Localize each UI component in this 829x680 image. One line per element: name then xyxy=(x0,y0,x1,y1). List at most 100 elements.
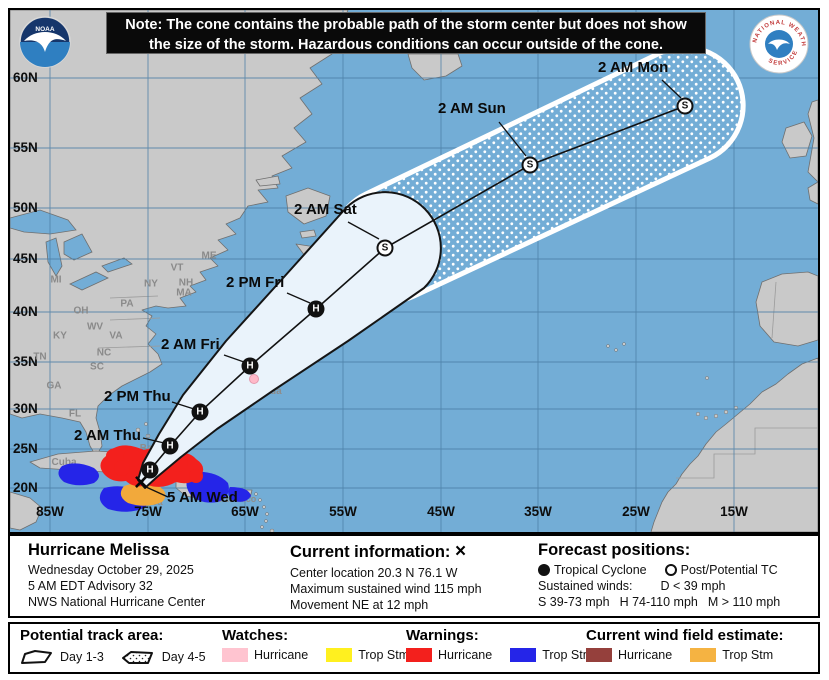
lat-label: 45N xyxy=(13,251,38,266)
hurricane-warning-swatch xyxy=(406,648,432,662)
lat-label: 25N xyxy=(13,441,38,456)
ts-wind-swatch xyxy=(690,648,717,662)
pei xyxy=(299,229,317,239)
great-lakes xyxy=(10,209,133,291)
hurricane-watch-swatch xyxy=(222,648,248,662)
center-location: Center location 20.3 N 76.1 W xyxy=(290,566,458,580)
brittany xyxy=(807,181,818,205)
iberia xyxy=(755,271,818,347)
britain xyxy=(807,99,818,183)
forecast-marker-hurricane: H xyxy=(161,437,179,455)
hurricane-watch-label: Hurricane xyxy=(254,648,309,662)
north-america xyxy=(10,10,349,457)
lat-label: 20N xyxy=(13,480,38,495)
nws-logo: NATIONAL WEATHER SERVICE xyxy=(749,14,809,74)
africa xyxy=(650,357,818,532)
max-sustained-wind: Maximum sustained wind 115 mph xyxy=(290,582,482,596)
watches-title: Watches: xyxy=(222,627,289,644)
ts-wind-field xyxy=(120,483,166,506)
current-information: Current information: × Center location 2… xyxy=(290,541,482,613)
note-line-2: the size of the storm. Hazardous conditi… xyxy=(148,37,663,53)
ts-watch-label: Trop Stm xyxy=(358,648,410,662)
forecast-marker-hurricane: H xyxy=(307,300,325,318)
warnings-legend: Warnings: Hurricane Trop Stm xyxy=(406,627,593,662)
state-label: VA xyxy=(109,330,123,342)
lat-label: 60N xyxy=(13,70,38,85)
lat-label: 35N xyxy=(13,354,38,369)
forecast-positions-title: Forecast positions: xyxy=(538,541,691,559)
watches-legend: Watches: Hurricane Trop Stm xyxy=(222,627,409,662)
storm-info-panel: Hurricane Melissa Wednesday October 29, … xyxy=(8,534,820,618)
forecast-marker-hurricane: H xyxy=(241,357,259,375)
forecast-marker-storm: S xyxy=(676,97,694,115)
state-label: OH xyxy=(73,305,89,317)
current-x-glyph: × xyxy=(455,541,467,562)
lon-label: 85W xyxy=(36,504,64,519)
lon-label: 25W xyxy=(622,504,650,519)
noaa-logo: NOAA xyxy=(19,16,71,68)
forecast-marker-storm: S xyxy=(376,239,394,257)
post-potential-tc-dot-icon xyxy=(664,564,677,576)
state-label: GA xyxy=(46,380,62,392)
track-label-5am-wed: 5 AM Wed xyxy=(167,489,238,506)
greenland xyxy=(407,53,463,81)
sustained-winds-line: Sustained winds: D < 39 mph xyxy=(538,579,726,593)
ireland xyxy=(781,121,813,159)
day45-label: Day 4-5 xyxy=(161,650,206,664)
track-label-2pm-thu: 2 PM Thu xyxy=(104,388,171,405)
wind-field-legend: Current wind field estimate: Hurricane T… xyxy=(586,627,784,662)
note-box: Note: The cone contains the probable pat… xyxy=(106,12,706,54)
state-label: NH xyxy=(178,277,194,289)
note-line-1: Note: The cone contains the probable pat… xyxy=(125,17,687,33)
lon-label: 65W xyxy=(231,504,259,519)
cone-day1-3-icon xyxy=(21,650,52,664)
newfoundland xyxy=(285,187,331,225)
forecast-marker-hurricane: H xyxy=(141,461,159,479)
state-label: ME xyxy=(201,250,217,262)
political-borders xyxy=(97,281,818,479)
lon-label: 75W xyxy=(134,504,162,519)
state-label: PA xyxy=(120,298,134,310)
lat-label: 30N xyxy=(13,401,38,416)
lat-label: 40N xyxy=(13,304,38,319)
lon-label: 35W xyxy=(524,504,552,519)
ts-warning-swatch xyxy=(510,648,537,662)
label-cuba: Cuba xyxy=(52,457,77,468)
forecast-positions: Forecast positions: Tropical Cyclone Post… xyxy=(538,541,780,610)
lon-label: 55W xyxy=(329,504,357,519)
lat-label: 50N xyxy=(13,200,38,215)
storm-advisory: 5 AM EDT Advisory 32 xyxy=(28,579,153,593)
track-label-2am-fri: 2 AM Fri xyxy=(161,336,220,353)
current-info-title: Current information: × xyxy=(290,541,467,562)
track-label-2am-thu: 2 AM Thu xyxy=(74,427,141,444)
wind-ranges-line: S 39-73 mph H 74-110 mph M > 110 mph xyxy=(538,595,781,609)
label-leaders xyxy=(142,79,682,498)
forecast-marker-hurricane: H xyxy=(191,403,209,421)
map-canvas: Bermuda Bahamas Cuba Jamaica Puerto Rico xyxy=(10,10,818,532)
track-label-2am-sun: 2 AM Sun xyxy=(438,100,506,117)
yucatan xyxy=(10,491,43,531)
state-label: VT xyxy=(170,262,184,274)
hurricane-cone-map: Bermuda Bahamas Cuba Jamaica Puerto Rico xyxy=(8,8,820,534)
ts-warning-label: Trop Stm xyxy=(542,648,594,662)
storm-date: Wednesday October 29, 2025 xyxy=(28,563,194,577)
state-label: MA xyxy=(176,287,192,299)
hurricane-wind-swatch xyxy=(586,648,612,662)
bermuda-watch-dot xyxy=(249,374,259,384)
ts-watch-swatch xyxy=(326,648,353,662)
hurricane-warning-label: Hurricane xyxy=(438,648,493,662)
state-label: SC xyxy=(90,361,104,373)
storm-summary: Hurricane Melissa Wednesday October 29, … xyxy=(28,541,205,610)
anticosti xyxy=(255,175,281,187)
state-label: KY xyxy=(53,330,67,342)
cone-day4-5-icon xyxy=(121,651,153,664)
warnings-title: Warnings: xyxy=(406,627,479,644)
forecast-positions-symbols: Tropical Cyclone Post/Potential TC xyxy=(538,562,780,578)
storm-agency: NWS National Hurricane Center xyxy=(28,595,206,609)
state-label: FL xyxy=(68,408,82,420)
state-label: TN xyxy=(33,351,47,363)
state-label: MI xyxy=(50,274,62,286)
lon-label: 45W xyxy=(427,504,455,519)
state-label: NY xyxy=(144,278,158,290)
